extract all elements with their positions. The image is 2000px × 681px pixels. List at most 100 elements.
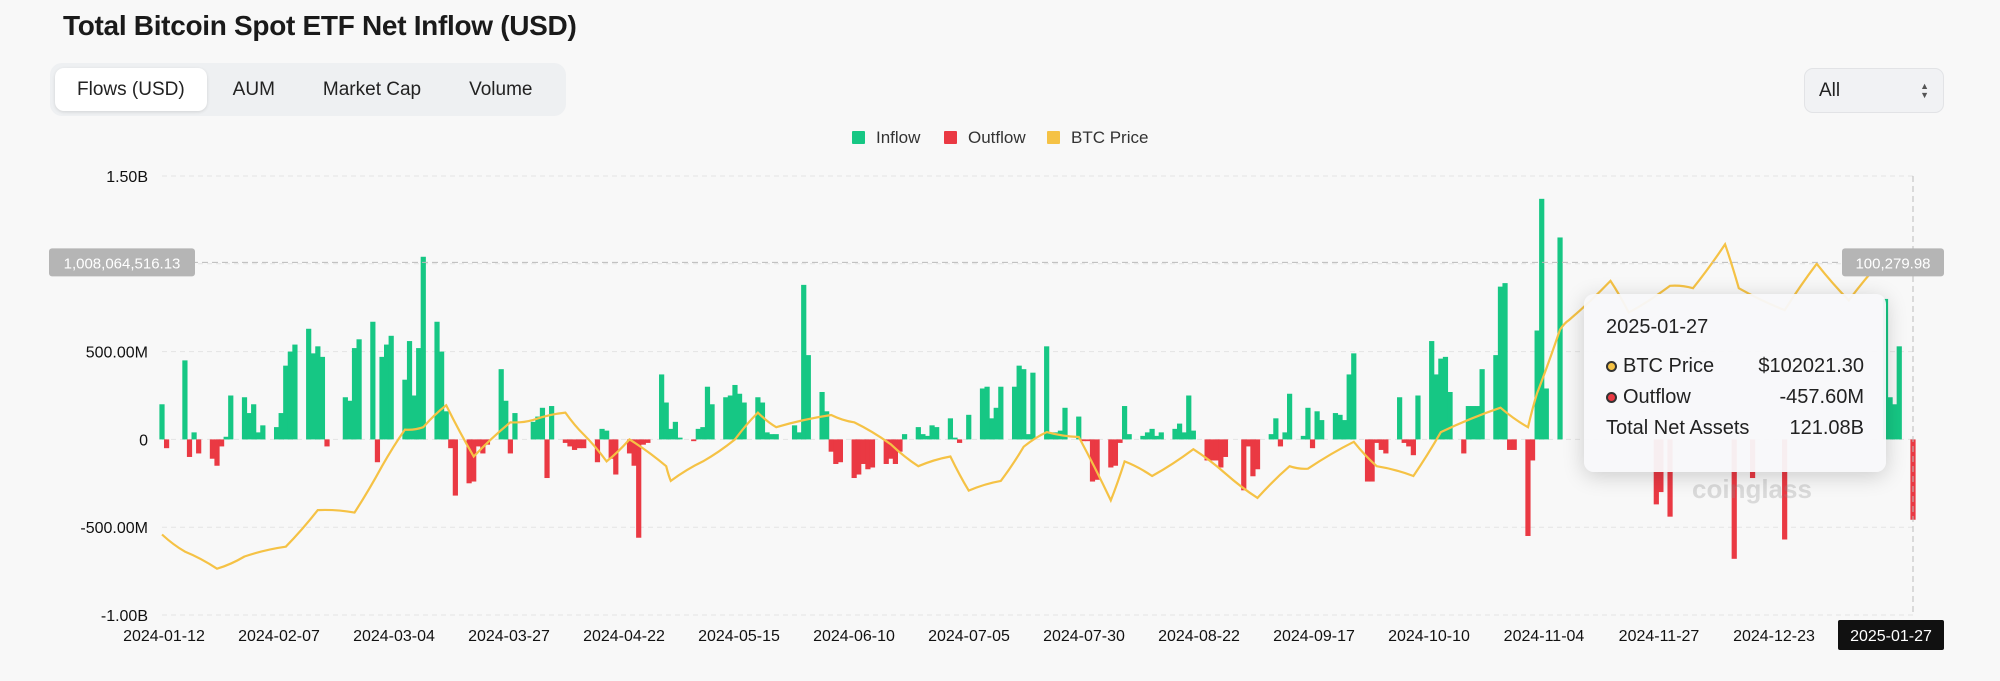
x-axis-current-label-bg xyxy=(1838,620,1944,650)
flow-bar xyxy=(769,434,775,440)
x-tick-label: 2024-11-04 xyxy=(1504,628,1585,645)
flow-bar xyxy=(370,321,376,440)
flow-bar xyxy=(1479,369,1485,440)
flow-bar xyxy=(1319,420,1325,440)
price-dot-icon xyxy=(1606,361,1617,372)
flow-bar xyxy=(196,439,202,454)
flow-bar xyxy=(1076,416,1082,440)
flow-bar xyxy=(319,356,326,440)
outflow-dot-icon xyxy=(1606,392,1617,403)
flow-bar xyxy=(567,439,573,447)
flow-bar xyxy=(1053,432,1059,440)
flow-bar xyxy=(1030,372,1036,440)
flow-bar xyxy=(773,434,779,440)
flow-bar xyxy=(1502,283,1508,440)
flow-bar xyxy=(604,430,610,440)
flow-bar xyxy=(1062,407,1068,440)
flow-bar xyxy=(1782,439,1788,540)
flow-bar xyxy=(218,439,225,447)
flow-bar xyxy=(503,400,509,440)
tab-volume[interactable]: Volume xyxy=(469,79,533,100)
flow-bar xyxy=(379,356,385,440)
flow-bar xyxy=(402,379,408,440)
x-axis-labels: 2024-01-12 2024-02-07 2024-03-04 2024-03-27… xyxy=(123,620,1944,650)
flow-bar xyxy=(434,321,440,440)
flow-bar xyxy=(452,439,458,496)
flow-bar xyxy=(1887,397,1893,440)
flow-bar xyxy=(182,360,188,440)
flow-bar xyxy=(214,439,220,466)
flow-bar xyxy=(1364,439,1371,482)
flow-bar xyxy=(1557,237,1563,440)
flow-bar xyxy=(1378,439,1384,450)
flow-bar xyxy=(1089,439,1096,482)
flow-bar xyxy=(952,437,958,440)
flow-bar xyxy=(631,439,637,466)
flow-bar xyxy=(1048,432,1054,440)
tab-aum[interactable]: AUM xyxy=(232,79,275,100)
flow-bar xyxy=(1300,435,1306,440)
flow-bar xyxy=(672,421,678,440)
tab-flows[interactable]: Flows (USD) xyxy=(55,68,207,111)
crosshair: 1,008,064,516.13 100,279.98 xyxy=(49,176,1944,615)
flow-bar xyxy=(1410,439,1416,456)
flow-bar xyxy=(1465,406,1471,440)
x-tick-label: 2024-07-05 xyxy=(928,628,1010,645)
legend-swatch xyxy=(944,131,957,144)
flow-bar xyxy=(384,344,390,440)
flow-bar xyxy=(283,365,289,440)
x-tick-label: 2024-01-12 xyxy=(123,628,205,645)
flow-bar xyxy=(626,439,633,454)
flow-bar xyxy=(1144,432,1151,440)
grid-lines xyxy=(162,175,1913,616)
chart-legend: Inflow Outflow BTC Price xyxy=(852,128,1148,147)
flow-bar xyxy=(1268,434,1274,440)
flow-bar xyxy=(406,341,413,440)
flow-bar xyxy=(824,411,830,440)
flow-bar xyxy=(466,439,472,484)
y-tick-label: 0 xyxy=(139,432,148,449)
tooltip-price-label: BTC Price xyxy=(1623,355,1715,377)
flow-bar xyxy=(1896,346,1902,440)
y-tick-label: 500.00M xyxy=(86,345,148,362)
tab-market-cap[interactable]: Market Cap xyxy=(322,79,422,100)
flow-bar xyxy=(691,439,697,442)
flow-bar xyxy=(1140,435,1146,440)
flow-bar xyxy=(347,400,353,440)
flow-bar xyxy=(929,425,935,440)
flow-bar xyxy=(1204,439,1210,461)
x-tick-label: 2024-07-30 xyxy=(1043,628,1125,645)
flow-bar xyxy=(1016,365,1022,440)
flow-bar xyxy=(892,439,899,464)
flow-bar xyxy=(260,425,266,440)
flow-bar xyxy=(704,386,711,440)
flow-bar xyxy=(1277,439,1284,447)
flow-bar xyxy=(1397,397,1403,440)
flow-bar xyxy=(1507,439,1513,450)
flow-bar xyxy=(544,439,550,479)
flow-bar xyxy=(228,395,234,440)
flow-bar xyxy=(306,328,312,440)
flow-bar xyxy=(709,404,715,440)
flow-bar xyxy=(1094,439,1100,480)
flow-bar xyxy=(223,436,229,440)
flow-bar xyxy=(1126,434,1132,440)
flow-bar xyxy=(1112,439,1119,466)
flow-bar xyxy=(1447,391,1453,440)
flow-bar xyxy=(549,406,555,440)
flow-bar xyxy=(411,395,417,440)
flow-bar xyxy=(159,404,165,440)
flow-bar xyxy=(645,439,651,443)
flow-bar xyxy=(292,344,298,440)
flow-bar xyxy=(163,439,170,449)
flow-bar xyxy=(736,393,743,440)
flow-bar xyxy=(956,439,963,443)
flow-bar xyxy=(1149,428,1155,440)
btc-price-line xyxy=(161,241,1914,570)
time-range-select[interactable]: All ▲ ▼ xyxy=(1804,68,1944,113)
flow-bar xyxy=(1254,439,1261,470)
x-tick-label: 2024-05-15 xyxy=(698,628,780,645)
flow-bar xyxy=(1121,406,1128,440)
flow-bar xyxy=(475,439,481,447)
flow-bar xyxy=(1309,439,1316,449)
